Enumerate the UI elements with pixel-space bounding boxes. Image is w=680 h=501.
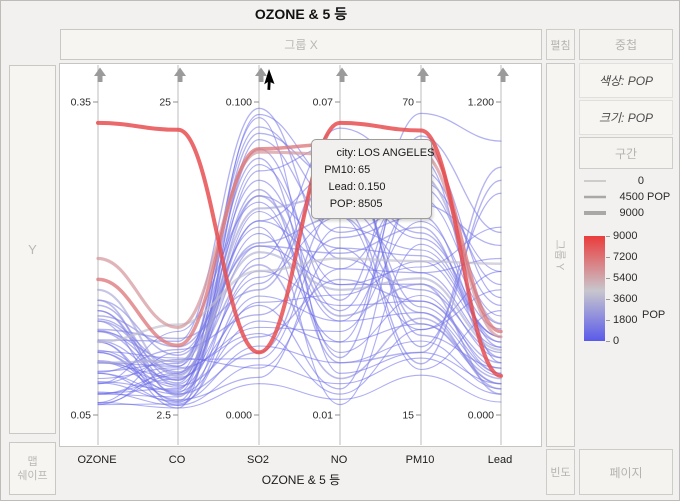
group-y-drop-zone[interactable]: 그룹 Y bbox=[546, 63, 575, 447]
series-line[interactable] bbox=[96, 174, 503, 378]
size-legend-entry: 0 bbox=[584, 175, 644, 187]
tick-label: 0.35 bbox=[71, 97, 92, 109]
tooltip-row: PM10: 65 bbox=[324, 164, 371, 176]
tick-label: 1.200 bbox=[468, 97, 494, 109]
size-legend-entry: 9000 bbox=[584, 207, 644, 219]
tick-label: 0.01 bbox=[313, 410, 334, 422]
axis-up-arrow-icon[interactable] bbox=[336, 67, 348, 83]
color-gradient-legend: POP 9000 7200 5400 3600 1800 0 bbox=[579, 229, 673, 354]
gradient-tick bbox=[606, 299, 610, 300]
tooltip-row: Lead: 0.150 bbox=[328, 181, 386, 193]
gradient-tick bbox=[606, 257, 610, 258]
gradient-tick-label: 1800 bbox=[613, 314, 638, 326]
y-drop-zone[interactable]: Y bbox=[9, 65, 56, 434]
x-axis-variable-label: CO bbox=[168, 454, 186, 466]
series-line[interactable] bbox=[97, 247, 502, 401]
tick-label: 70 bbox=[402, 97, 414, 109]
gradient-tick bbox=[606, 341, 610, 342]
gradient-tick bbox=[606, 278, 610, 279]
group-y-label: 그룹 Y bbox=[553, 239, 566, 271]
cursor-arrow-icon bbox=[264, 69, 275, 90]
tick-label: 0.05 bbox=[71, 410, 92, 422]
gradient-tick-label: 3600 bbox=[613, 293, 638, 305]
x-axis-variable-label: NO bbox=[330, 454, 348, 466]
series-line[interactable] bbox=[97, 216, 502, 395]
series-line[interactable] bbox=[97, 195, 502, 397]
parallel-plot[interactable]: 0.35 0.05 25 2.5 0.100 0.000 0.07 0.01 70 15 1.200… bbox=[59, 63, 542, 447]
series-line[interactable] bbox=[97, 179, 502, 395]
series-line[interactable] bbox=[96, 150, 503, 339]
axis-up-arrow-icon[interactable] bbox=[417, 67, 429, 83]
series-line[interactable] bbox=[97, 186, 502, 390]
series-line[interactable] bbox=[97, 153, 502, 406]
series-line[interactable] bbox=[96, 251, 503, 364]
gradient-unit-label: POP bbox=[642, 309, 666, 321]
tick-label: 2.5 bbox=[156, 410, 171, 422]
series-line[interactable] bbox=[97, 226, 502, 406]
freq-drop-zone[interactable]: 빈도 bbox=[546, 449, 575, 495]
tick-label: 0.07 bbox=[313, 97, 334, 109]
series-line[interactable] bbox=[97, 164, 502, 394]
gradient-tick-label: 9000 bbox=[613, 230, 638, 242]
size-legend: 0 4500 POP 9000 bbox=[579, 173, 673, 221]
series-line[interactable] bbox=[97, 215, 502, 373]
tooltip: city: LOS ANGELES PM10: 65 Lead: 0.150 POP: 850… bbox=[311, 139, 435, 219]
series-line[interactable] bbox=[97, 263, 502, 385]
parallel-plot-svg[interactable]: 0.35 0.05 25 2.5 0.100 0.000 0.07 0.01 70 15 1.200… bbox=[60, 64, 541, 446]
x-axis-variable-label: OZONE bbox=[77, 454, 117, 466]
series-line[interactable] bbox=[97, 374, 502, 409]
tick-label: 0.000 bbox=[468, 410, 494, 422]
series-line[interactable] bbox=[97, 126, 502, 367]
overlay-button[interactable]: 중첩 bbox=[579, 29, 673, 60]
bottom-group-label: OZONE & 5 등 bbox=[261, 473, 341, 487]
gradient-tick-label: 7200 bbox=[613, 251, 638, 263]
series-line[interactable] bbox=[97, 127, 502, 404]
group-x-label: 그룹 X bbox=[284, 38, 318, 52]
tick-label: 25 bbox=[159, 97, 171, 109]
series-line[interactable] bbox=[97, 295, 502, 392]
series-line[interactable] bbox=[97, 278, 502, 387]
map-shape-drop-zone[interactable]: 맵 쉐이프 bbox=[9, 442, 56, 495]
gradient-tick-label: 5400 bbox=[613, 272, 638, 284]
y-zone-label: Y bbox=[28, 242, 37, 257]
axis-up-arrow-icon[interactable] bbox=[255, 67, 267, 83]
tooltip-row: POP: 8505 bbox=[329, 198, 383, 210]
axis-up-arrow-icon[interactable] bbox=[94, 67, 106, 83]
size-legend-entry: 4500 POP bbox=[584, 191, 671, 203]
gradient-bar bbox=[584, 236, 605, 341]
group-x-drop-zone[interactable]: 그룹 X bbox=[60, 29, 542, 60]
gradient-tick-label: 0 bbox=[613, 335, 620, 347]
gradient-tick bbox=[606, 320, 610, 321]
tick-label: 15 bbox=[402, 410, 414, 422]
tick-label: 0.000 bbox=[226, 410, 252, 422]
gradient-tick bbox=[606, 236, 610, 237]
series-line[interactable] bbox=[97, 166, 502, 381]
series-line[interactable] bbox=[97, 113, 502, 391]
x-axis-variable-label: PM10 bbox=[405, 454, 435, 466]
axis-up-arrow-icon[interactable] bbox=[497, 67, 509, 83]
axis-up-arrow-icon[interactable] bbox=[174, 67, 186, 83]
color-by-button[interactable]: 색상: POP bbox=[579, 63, 673, 98]
x-axis-variable-label: SO2 bbox=[246, 454, 269, 466]
page-title: OZONE & 5 등 bbox=[254, 6, 348, 22]
series-line-highlighted[interactable] bbox=[95, 120, 504, 378]
x-axis-variable-label: Lead bbox=[487, 454, 513, 466]
page-button[interactable]: 페이지 bbox=[579, 449, 673, 495]
interval-button[interactable]: 구간 bbox=[579, 137, 673, 169]
unfold-button[interactable]: 펼침 bbox=[546, 29, 575, 60]
tick-label: 0.100 bbox=[226, 97, 252, 109]
size-by-button[interactable]: 크기: POP bbox=[579, 100, 673, 135]
series-line[interactable] bbox=[97, 357, 502, 406]
tooltip-row: city: LOS ANGELES bbox=[336, 147, 435, 159]
